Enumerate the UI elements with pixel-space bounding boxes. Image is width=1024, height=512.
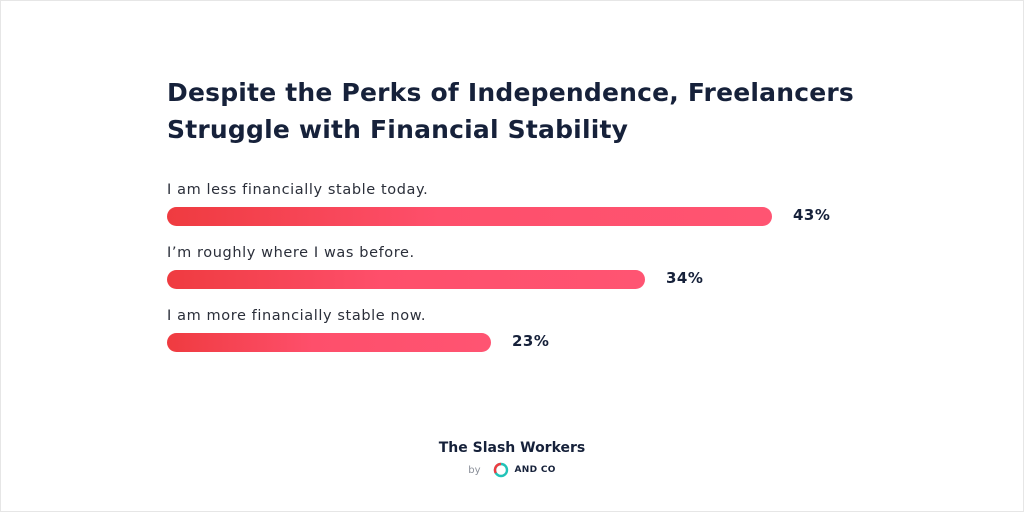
bar-value-label: 43% xyxy=(793,206,831,224)
by-text: by xyxy=(468,464,481,476)
bar-value-label: 34% xyxy=(666,269,704,287)
footer-attribution: by AND CO xyxy=(0,462,1024,478)
bar-category-label: I am more financially stable now. xyxy=(167,308,427,324)
and-co-logo-icon xyxy=(493,462,509,478)
footer-title: The Slash Workers xyxy=(438,440,586,456)
bar-category-label: I’m roughly where I was before. xyxy=(167,245,415,261)
bar-row: I am more financially stable now. 23% xyxy=(167,308,887,358)
chart-title: Despite the Perks of Independence, Freel… xyxy=(167,78,855,144)
bar-value-label: 23% xyxy=(512,332,550,350)
bar-row: I’m roughly where I was before. 34% xyxy=(167,245,887,295)
bar xyxy=(167,333,491,352)
bar-row: I am less financially stable today. 43% xyxy=(167,182,887,232)
bar xyxy=(167,270,645,289)
bar xyxy=(167,207,772,226)
brand-name: AND CO xyxy=(514,465,556,475)
bar-category-label: I am less financially stable today. xyxy=(167,182,429,198)
